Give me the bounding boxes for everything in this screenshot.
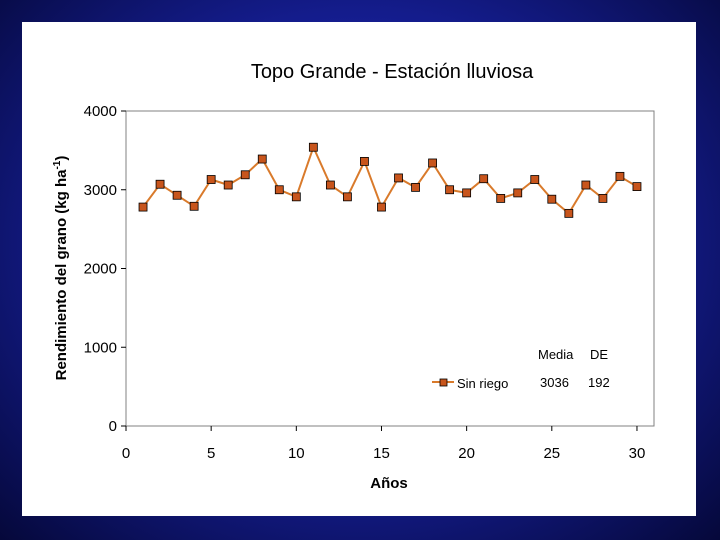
data-point <box>496 194 506 203</box>
data-point <box>206 175 216 184</box>
data-point <box>325 180 335 190</box>
data-point <box>513 188 523 198</box>
data-point <box>138 202 148 212</box>
data-point <box>343 192 352 202</box>
data-point <box>479 174 489 184</box>
stats-table: Media DE 3036 192 <box>538 347 610 390</box>
stats-value-media: 3036 <box>540 375 569 390</box>
chart: Topo Grande - Estación lluviosa 01000200… <box>52 61 655 492</box>
data-point <box>172 190 182 200</box>
data-point <box>445 185 455 195</box>
stats-header-media: Media <box>538 347 574 362</box>
x-tick-label: 25 <box>543 445 560 462</box>
data-point <box>360 156 369 166</box>
y-tick-label: 3000 <box>84 182 117 199</box>
data-point <box>564 208 574 218</box>
data-point <box>547 194 557 204</box>
data-point <box>530 175 540 184</box>
stats-value-de: 192 <box>588 375 610 390</box>
data-point <box>257 154 267 164</box>
x-axis-ticks: 0 5 10 15 20 25 30 <box>122 426 645 462</box>
data-point <box>308 142 318 152</box>
x-tick-label: 20 <box>458 445 475 462</box>
data-point <box>240 170 250 180</box>
y-tick-label: 0 <box>109 418 117 435</box>
data-point <box>598 194 608 203</box>
y-axis-title: Rendimiento del grano (kg ha-1) <box>52 156 70 381</box>
data-point <box>291 192 301 202</box>
data-point <box>189 201 199 211</box>
data-point <box>377 202 386 212</box>
series-markers <box>138 142 642 218</box>
data-point <box>632 182 642 192</box>
legend-marker <box>439 378 448 387</box>
y-tick-label: 1000 <box>84 339 117 356</box>
data-point <box>462 188 472 198</box>
data-point <box>394 173 403 183</box>
slide: Topo Grande - Estación lluviosa 0 1000 200… <box>22 22 696 516</box>
legend-label-sin-riego: Sin riego <box>457 376 508 391</box>
x-tick-label: 15 <box>373 445 390 462</box>
y-axis-ticks: 0 1000 2000 3000 4000 <box>84 103 126 435</box>
data-point <box>428 158 437 168</box>
x-tick-label: 0 <box>122 445 130 462</box>
data-point <box>155 179 165 189</box>
y-tick-label: 4000 <box>84 103 117 120</box>
data-point <box>581 180 591 190</box>
y-tick-label: 2000 <box>84 261 117 278</box>
stats-header-de: DE <box>590 347 608 362</box>
y-axis-title-main: Rendimiento del grano (kg ha <box>53 169 70 381</box>
data-point <box>615 171 625 181</box>
data-point <box>274 185 284 195</box>
plot-area <box>125 110 655 427</box>
data-point <box>411 182 420 192</box>
legend: Sin riego <box>432 376 508 391</box>
x-tick-label: 30 <box>629 445 646 462</box>
chart-title: Topo Grande - Estación lluviosa <box>251 61 534 83</box>
y-axis-title-sup: -1 <box>52 160 63 169</box>
x-axis-title: Años <box>370 475 408 492</box>
x-tick-label: 5 <box>207 445 215 462</box>
data-point <box>223 180 233 190</box>
x-tick-label: 10 <box>288 445 305 462</box>
y-axis-title-close: ) <box>53 156 70 161</box>
